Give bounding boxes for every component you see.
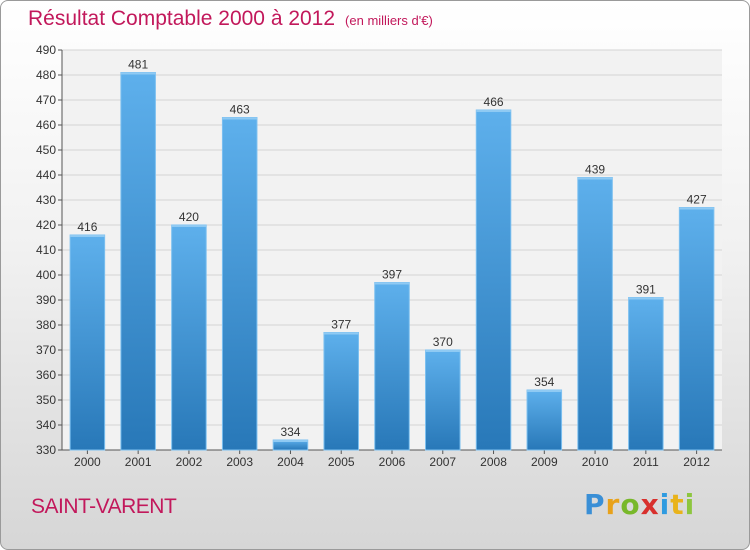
bar-2000	[69, 234, 106, 451]
y-tick-label: 400	[36, 268, 56, 282]
chart-title-text: Résultat Comptable 2000 à 2012	[28, 7, 336, 30]
data-label: 416	[77, 220, 97, 234]
data-label: 391	[636, 283, 656, 297]
x-tick-label: 2012	[683, 455, 710, 469]
bar-top-highlight	[70, 235, 105, 237]
bar-2002	[171, 224, 207, 451]
bar-2012	[678, 207, 715, 451]
bar-2008	[475, 109, 512, 451]
logo-letter: P	[584, 488, 606, 521]
data-label: 397	[382, 268, 402, 282]
location-name: SAINT-VARENT	[31, 495, 177, 518]
data-label: 427	[687, 193, 707, 207]
logo-letter: o	[620, 488, 641, 521]
data-label: 466	[484, 95, 504, 109]
y-tick-label: 410	[36, 243, 56, 257]
proxiti-logo: Proxiti	[584, 488, 695, 521]
y-tick-label: 330	[36, 443, 56, 457]
data-label: 334	[280, 425, 300, 439]
axes: 330 340 350 360 370 380 390 400 410 420 430 440 450 4…	[36, 43, 722, 469]
bar-top-highlight	[171, 225, 207, 227]
x-tick-label: 2000	[74, 455, 101, 469]
x-tick-label: 2004	[277, 455, 304, 469]
bars: 416 481 420 463 334 377 397 370 466 354 439 391 427	[69, 58, 715, 451]
x-tick-label: 2006	[379, 455, 406, 469]
x-tick-label: 2010	[582, 455, 609, 469]
bar-top-highlight	[527, 390, 562, 392]
x-tick-label: 2009	[531, 455, 558, 469]
bar-2010	[577, 177, 613, 451]
y-tick-label: 340	[36, 418, 56, 432]
x-tick-label: 2007	[429, 455, 456, 469]
bar-top-highlight	[273, 440, 308, 442]
x-tick-label: 2001	[125, 455, 152, 469]
y-tick-label: 490	[36, 43, 56, 57]
y-tick-label: 450	[36, 143, 56, 157]
bar-2006	[374, 282, 410, 451]
bar-2003	[221, 117, 258, 451]
chart-title: Résultat Comptable 2000 à 2012 (en millie…	[28, 7, 433, 31]
y-tick-label: 470	[36, 93, 56, 107]
bar-2005	[323, 332, 359, 451]
bar-top-highlight	[323, 332, 359, 335]
data-label: 370	[433, 335, 453, 349]
y-tick-label: 350	[36, 393, 56, 407]
data-label: 463	[230, 103, 250, 117]
bar-top-highlight	[425, 350, 461, 352]
y-tick-label: 360	[36, 368, 56, 382]
logo-letter: t	[670, 488, 685, 521]
data-label: 420	[179, 210, 199, 224]
bar-top-highlight	[374, 282, 410, 285]
y-tick-label: 430	[36, 193, 56, 207]
y-tick-label: 370	[36, 343, 56, 357]
x-tick-label: 2002	[176, 455, 203, 469]
data-label: 439	[585, 163, 605, 177]
bar-top-highlight	[628, 297, 664, 300]
bar-top-highlight	[222, 117, 257, 120]
data-label: 481	[128, 58, 148, 72]
logo-letter: x	[640, 488, 660, 521]
y-tick-label: 480	[36, 68, 56, 82]
x-tick-label: 2011	[633, 455, 659, 469]
bar-2011	[628, 297, 664, 451]
logo-letter: i	[684, 488, 696, 521]
data-label: 377	[331, 318, 351, 332]
logo-letter: i	[659, 488, 671, 521]
y-tick-label: 440	[36, 168, 56, 182]
bar-2007	[425, 349, 461, 451]
y-tick-label: 380	[36, 318, 56, 332]
x-tick-label: 2003	[226, 455, 253, 469]
bar-2001	[120, 72, 156, 451]
x-tick-label: 2005	[328, 455, 355, 469]
y-tick-label: 460	[36, 118, 56, 132]
chart-unit: (en milliers d'€)	[345, 13, 433, 28]
bar-top-highlight	[120, 72, 156, 75]
data-label: 354	[534, 375, 554, 389]
bar-top-highlight	[577, 177, 613, 180]
y-tick-label: 390	[36, 293, 56, 307]
bar-top-highlight	[476, 110, 511, 112]
bar-2009	[526, 389, 563, 451]
x-tick-label: 2008	[480, 455, 507, 469]
logo-letter: r	[605, 488, 621, 521]
bar-top-highlight	[679, 207, 714, 210]
y-tick-label: 420	[36, 218, 56, 232]
